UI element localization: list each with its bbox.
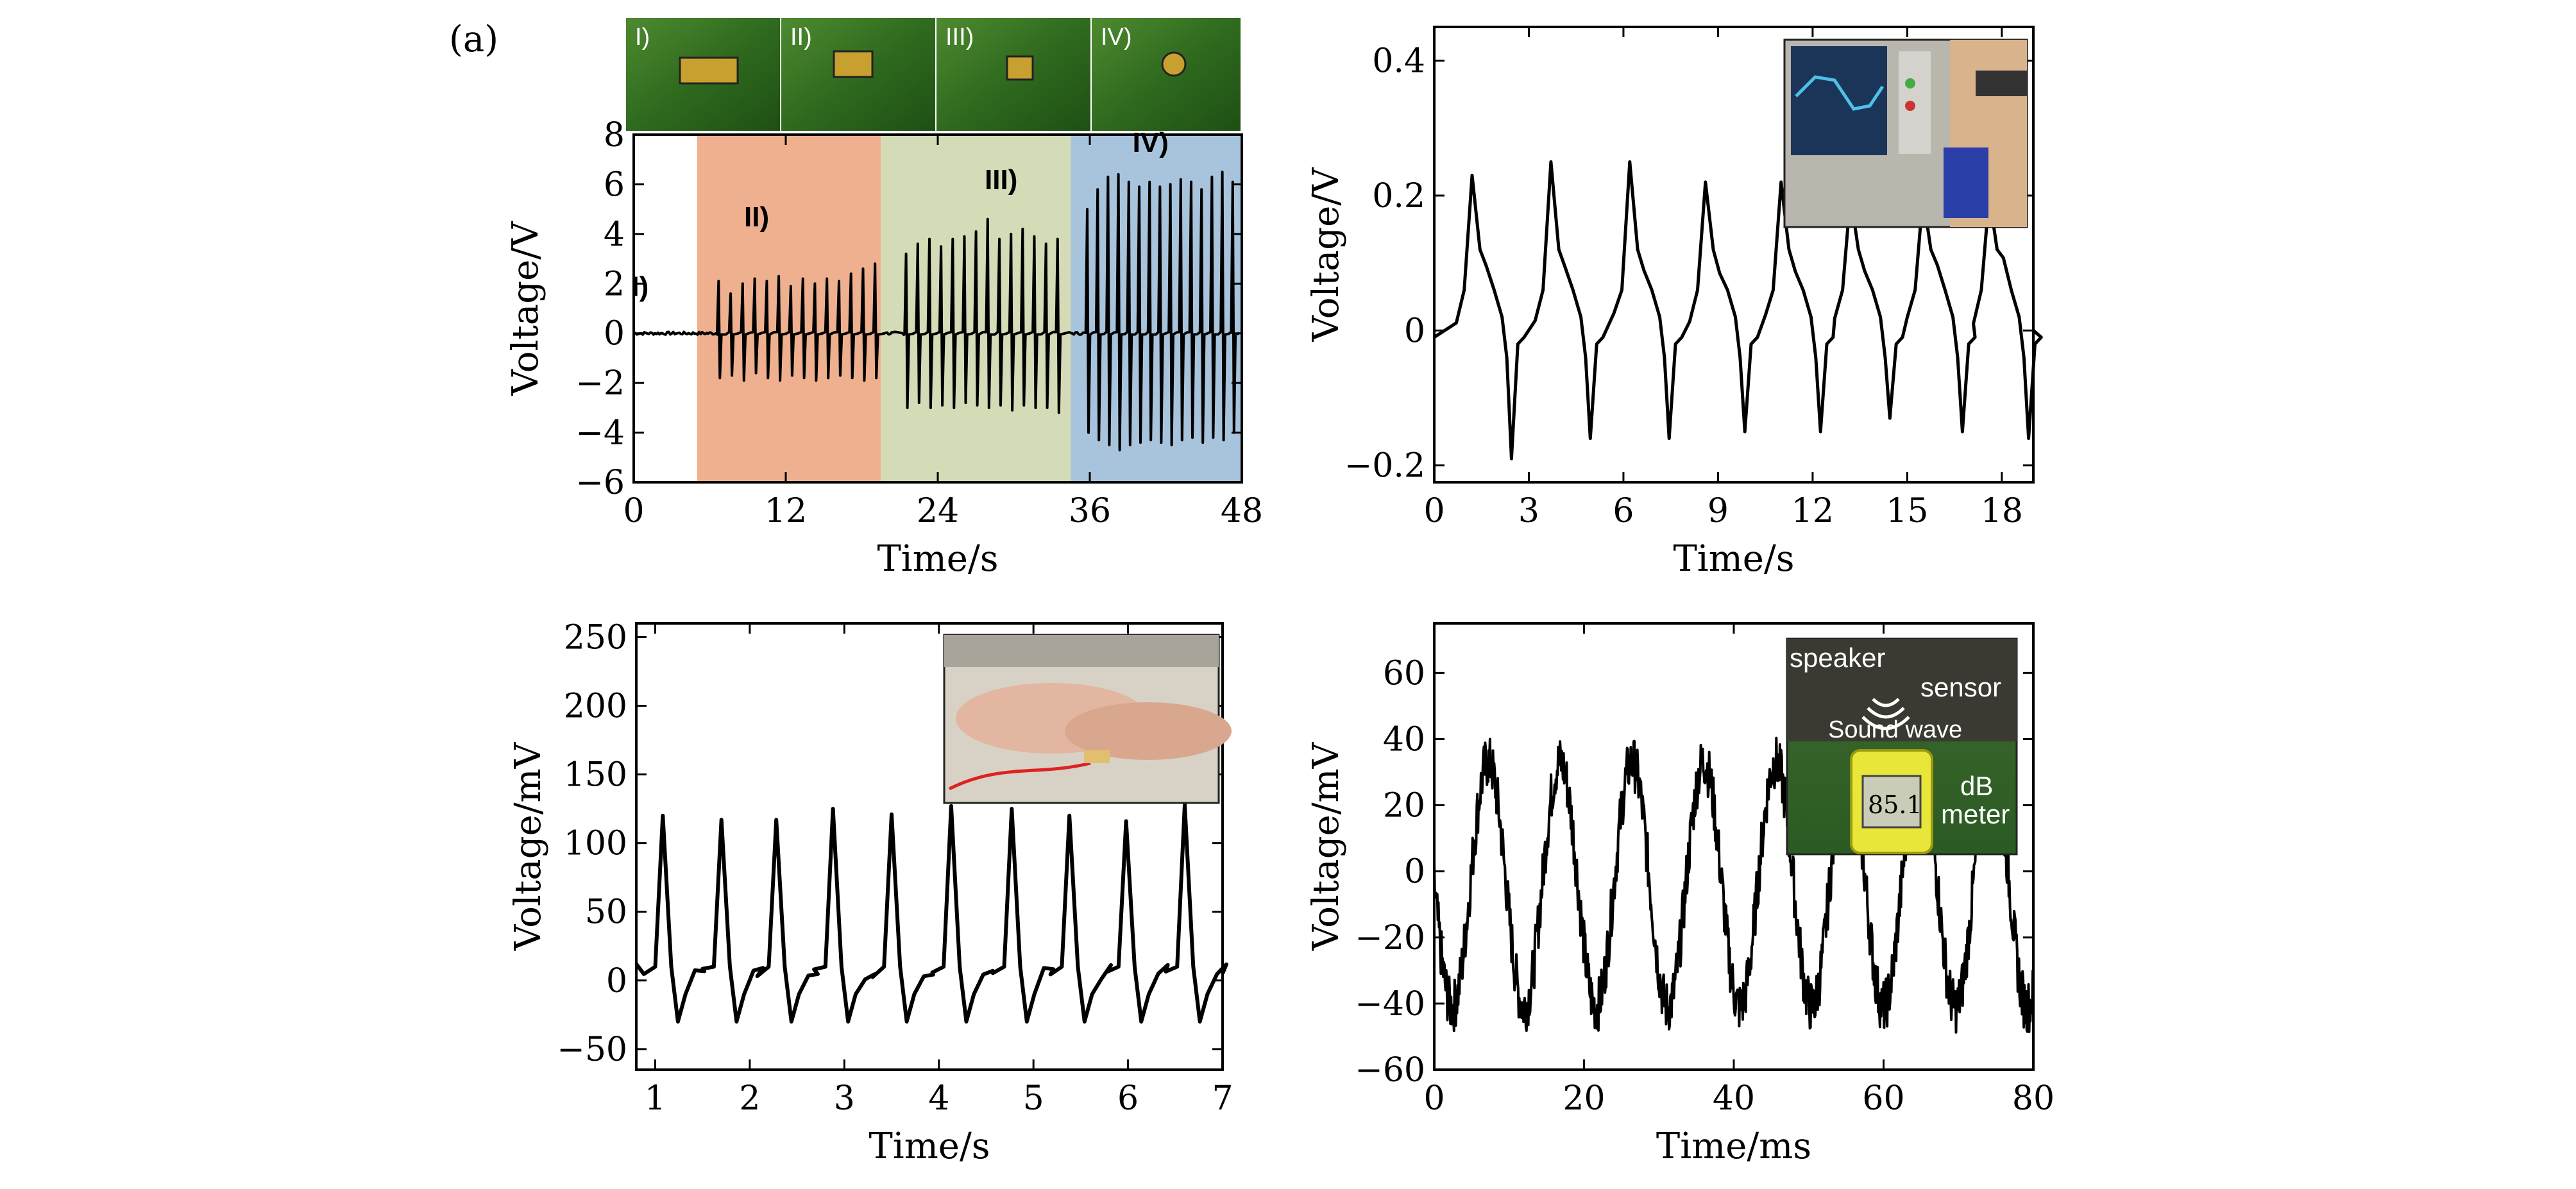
plot-frame-b: [1433, 26, 2035, 484]
y-tick-label-a-1: −4: [575, 414, 625, 453]
x-tick-label-a-0: 0: [623, 492, 644, 530]
y-tick-label-c-2: 50: [585, 893, 627, 932]
device-photo-III: [1006, 55, 1034, 81]
x-tick-label-c-3: 4: [928, 1079, 949, 1118]
y-tick-label-a-7: 8: [604, 116, 625, 155]
y-tick-label-c-4: 150: [564, 756, 627, 795]
y-axis-label-a: Voltage/V: [505, 221, 547, 396]
y-tick-label-d-1: −40: [1355, 985, 1425, 1024]
y-tick-label-a-3: 0: [604, 315, 625, 353]
x-tick-label-d-1: 20: [1563, 1079, 1605, 1118]
y-axis-label-b: Voltage/V: [1305, 167, 1347, 342]
x-tick-label-d-0: 0: [1423, 1079, 1445, 1118]
chart-panel-b: 0 3 6 9 12 15 18 −0.2 0 0.2 0.4 Time/s Voltage/V: [1305, 26, 2043, 580]
y-tick-label-c-5: 200: [564, 687, 627, 725]
photo-label-2: III): [945, 24, 974, 51]
db-meter-display: 85.1: [1868, 791, 1922, 819]
inset-sensor-label: sensor: [1920, 672, 2001, 702]
y-tick-label-c-3: 100: [564, 825, 627, 863]
signal-line-b: [1433, 160, 2043, 460]
y-tick-label-a-2: −2: [575, 364, 625, 403]
x-tick-label-b-1: 3: [1518, 492, 1539, 530]
x-tick-label-b-5: 15: [1886, 492, 1928, 530]
y-tick-label-c-6: 250: [564, 618, 627, 657]
device-photo-II: [833, 50, 874, 78]
y-tick-label-b-1: 0: [1404, 312, 1425, 350]
x-tick-label-d-4: 80: [2012, 1079, 2055, 1118]
y-tick-label-d-2: −20: [1355, 919, 1425, 957]
region-label-3: IV): [1133, 127, 1169, 158]
signal-line-a: [633, 171, 1240, 451]
inset-photo-wrist: [943, 634, 1232, 804]
inset-sound-label: Sound wave: [1828, 716, 1962, 743]
x-tick-label-c-2: 3: [834, 1079, 855, 1118]
x-tick-label-c-5: 6: [1117, 1079, 1139, 1118]
y-tick-label-a-0: −6: [575, 464, 625, 502]
y-tick-label-d-3: 0: [1404, 853, 1425, 891]
x-tick-label-c-4: 5: [1023, 1079, 1044, 1118]
x-tick-label-a-4: 48: [1221, 492, 1263, 530]
x-tick-label-b-6: 18: [1981, 492, 2023, 530]
inset-photo-oscilloscope: [1783, 38, 2028, 228]
x-axis-label-d: Time/ms: [1656, 1126, 1811, 1167]
device-photo-I: [679, 56, 739, 85]
inset-speaker-label: speaker: [1790, 643, 1885, 673]
region-label-1: II): [744, 201, 769, 233]
photo-label-0: I): [635, 24, 650, 51]
inset-db-label: dB: [1960, 771, 1993, 801]
x-tick-label-a-2: 24: [917, 492, 959, 530]
y-axis-label-c: Voltage/mV: [507, 741, 549, 951]
plot-frame-c: [635, 622, 1224, 1071]
y-tick-label-b-0: −0.2: [1344, 447, 1425, 485]
y-tick-label-b-2: 0.2: [1372, 177, 1425, 215]
inset-photo-speaker: speaker sensor Sound wave 85.1 dB meter: [1786, 637, 2018, 856]
device-photo-IV: [1161, 51, 1187, 77]
photo-IV: [1092, 18, 1241, 131]
x-axis-label-c: Time/s: [869, 1126, 990, 1167]
y-tick-label-b-3: 0.4: [1372, 42, 1425, 81]
chart-panel-a: I) II) III) IV) I)II)III)IV)0 12 24 36 48−6−4−2…: [505, 18, 1263, 580]
x-axis-label-b: Time/s: [1673, 538, 1794, 580]
y-tick-label-d-6: 60: [1383, 654, 1425, 693]
x-tick-label-b-3: 9: [1707, 492, 1729, 530]
y-axis-label-d: Voltage/mV: [1305, 741, 1347, 951]
x-tick-label-a-1: 12: [765, 492, 807, 530]
x-tick-label-d-2: 40: [1713, 1079, 1755, 1118]
x-tick-label-b-4: 12: [1792, 492, 1834, 530]
chart-panel-c: 1 2 3 4 5 6 7 −50 0 50 100 150 200 250 Time/s Voltage/m…: [507, 618, 1233, 1167]
x-tick-label-c-6: 7: [1212, 1079, 1233, 1118]
y-tick-label-a-5: 4: [604, 215, 625, 254]
y-tick-label-a-4: 2: [604, 265, 625, 303]
chart-panel-d: 0 20 40 60 80 −60 −40 −20 0 20 40 60 Time/ms Voltage/…: [1305, 622, 2055, 1167]
photo-label-1: II): [790, 24, 812, 51]
signal-line-c: [634, 802, 1228, 1024]
y-tick-label-d-0: −60: [1355, 1051, 1425, 1090]
photo-strip: I) II) III) IV): [626, 18, 1241, 131]
x-tick-label-d-3: 60: [1862, 1079, 1904, 1118]
photo-label-3: IV): [1101, 24, 1132, 51]
y-tick-label-a-6: 6: [604, 165, 625, 204]
x-tick-label-b-0: 0: [1423, 492, 1445, 530]
panel-label: (a): [449, 19, 498, 60]
x-tick-label-b-2: 6: [1613, 492, 1634, 530]
y-tick-label-d-5: 40: [1383, 720, 1425, 759]
region-label-2: III): [985, 164, 1017, 196]
x-tick-label-c-1: 2: [739, 1079, 760, 1118]
y-tick-label-d-4: 20: [1383, 787, 1425, 825]
x-tick-label-c-0: 1: [645, 1079, 666, 1118]
y-tick-label-c-0: −50: [557, 1031, 627, 1069]
x-axis-label-a: Time/s: [877, 538, 998, 580]
x-tick-label-a-3: 36: [1069, 492, 1111, 530]
y-tick-label-c-1: 0: [606, 962, 627, 1000]
inset-meter-label: meter: [1941, 799, 2010, 829]
